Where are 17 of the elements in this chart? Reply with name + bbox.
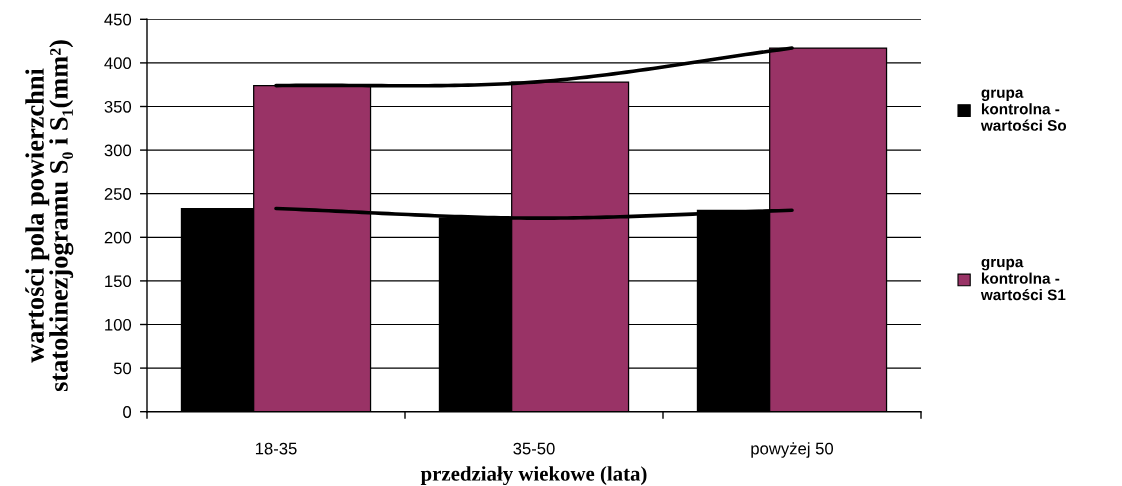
x-tick-label: 18-35 [255, 442, 297, 455]
y-tick-label: 450 [104, 13, 132, 26]
y-tick-label: 400 [104, 57, 132, 70]
legend-label: grupa kontrolna - wartości S1 [980, 258, 1066, 301]
y-tick-label: 150 [105, 275, 132, 288]
y-tick-label: 300 [104, 144, 132, 157]
y-tick-label: 50 [113, 362, 132, 375]
y-tick-label: 250 [104, 188, 132, 200]
y-axis-title: wartości pola powierzchni statokinezjogramu S₀ i S₁(mm²) [25, 40, 74, 392]
y-tick-label: 200 [104, 231, 132, 244]
legend-label: grupa kontrolna - wartości So [980, 89, 1067, 131]
y-tick-label: 0 [123, 406, 132, 418]
y-tick-label: 100 [105, 318, 132, 331]
x-tick-label: 35-50 [513, 442, 555, 455]
x-tick-label: powyżej 50 [751, 442, 834, 458]
x-axis-title: przedziały wiekowe (lata) [420, 466, 647, 486]
y-tick-label: 350 [104, 100, 132, 113]
